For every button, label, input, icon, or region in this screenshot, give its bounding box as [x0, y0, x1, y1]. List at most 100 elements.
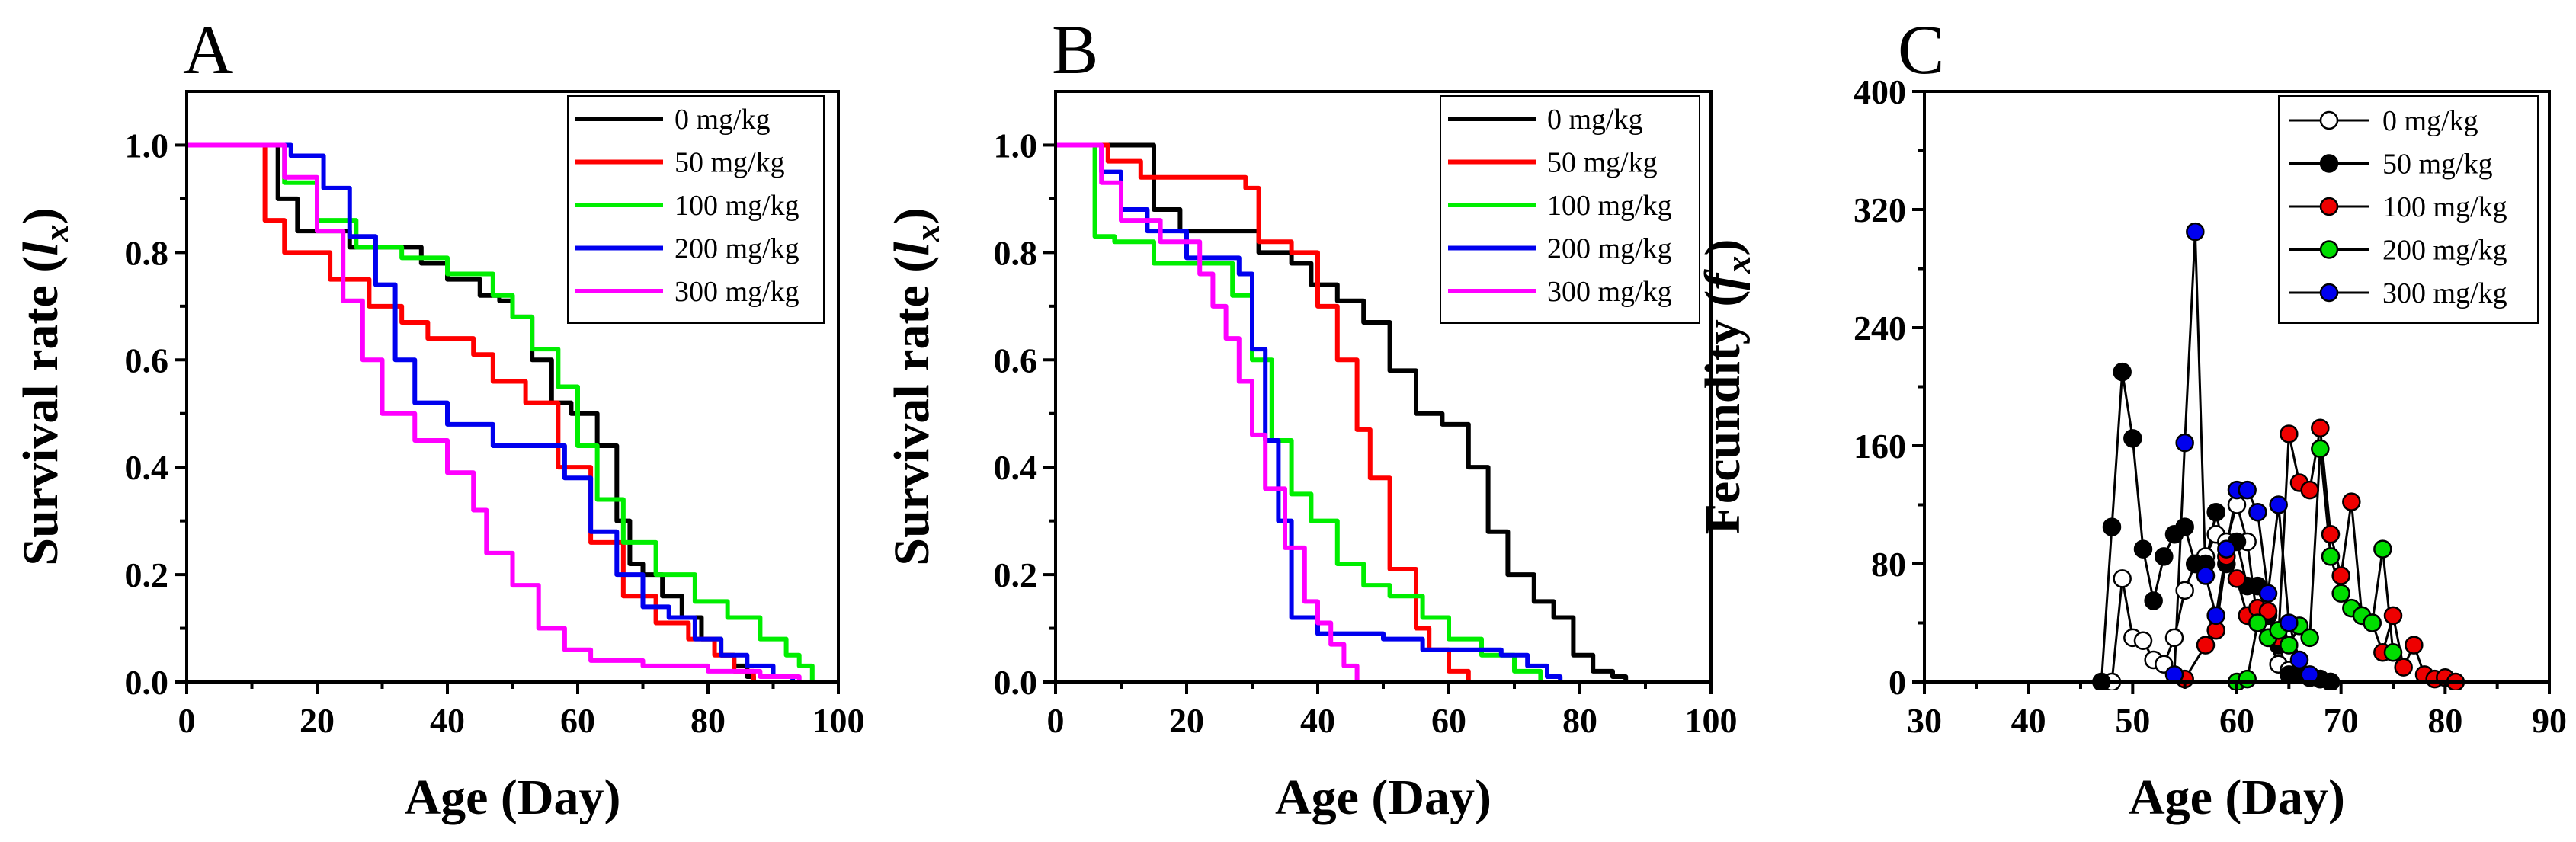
- x-tick-label: 40: [1300, 701, 1335, 740]
- series-line-4: [187, 142, 802, 682]
- data-point: [2155, 547, 2174, 566]
- data-point: [2311, 418, 2330, 437]
- data-point: [2331, 566, 2350, 585]
- data-point: [2321, 547, 2341, 566]
- y-tick-label: 1.0: [125, 126, 169, 165]
- y-tick-label: 1.0: [994, 126, 1038, 165]
- x-tick-label: 0: [1047, 701, 1065, 740]
- legend-label: 100 mg/kg: [1547, 190, 1672, 222]
- legend-label: 0 mg/kg: [2382, 105, 2478, 137]
- data-point: [2123, 429, 2142, 448]
- data-point: [2280, 636, 2299, 655]
- data-point: [2248, 613, 2267, 632]
- x-tick-label: 100: [812, 701, 865, 740]
- y-axis-title-close: ): [13, 207, 69, 224]
- y-tick-label: 0.4: [125, 448, 169, 487]
- x-tick-label: 20: [1169, 701, 1204, 740]
- data-point: [2164, 628, 2184, 648]
- data-point: [2342, 492, 2361, 511]
- series-line-2: [187, 142, 815, 682]
- plot-area: [2092, 222, 2465, 690]
- y-axis-title-close: ): [884, 207, 940, 224]
- data-point: [2133, 539, 2153, 559]
- x-tick-label: 100: [1685, 701, 1738, 740]
- y-axis-title-text: Survival rate (: [13, 256, 69, 566]
- data-point: [2300, 480, 2319, 500]
- legend-label: 0 mg/kg: [1547, 104, 1643, 136]
- data-point: [2405, 636, 2424, 655]
- x-tick-label: 40: [2011, 701, 2046, 740]
- x-tick-label: 40: [430, 701, 465, 740]
- y-tick-label: 0.0: [994, 663, 1038, 702]
- data-point: [2133, 631, 2153, 650]
- panel-letter: C: [1898, 11, 1944, 88]
- data-point: [2227, 569, 2247, 588]
- data-point: [2269, 495, 2288, 514]
- y-tick-label: 0: [1889, 663, 1906, 702]
- data-point: [2175, 433, 2194, 453]
- series-line-0: [1056, 142, 1629, 682]
- data-point: [2394, 658, 2413, 677]
- x-axis-title: Age (Day): [404, 770, 620, 825]
- data-point: [2289, 650, 2309, 670]
- x-tick-label: 70: [2324, 701, 2359, 740]
- legend-label: 200 mg/kg: [1547, 233, 1672, 265]
- y-tick-label: 0.2: [125, 555, 169, 594]
- data-point: [2113, 569, 2132, 588]
- legend-label: 200 mg/kg: [2382, 235, 2507, 267]
- y-tick-label: 0.6: [125, 341, 169, 379]
- legend-box: [1440, 95, 1700, 324]
- legend: 0 mg/kg 50 mg/kg 100 mg/kg 200 mg/kg 300 mg/…: [2278, 95, 2539, 324]
- x-tick-label: 80: [2427, 701, 2462, 740]
- y-tick-label: 0.8: [994, 233, 1038, 272]
- data-point: [2113, 362, 2132, 382]
- series-line-2: [1056, 142, 1543, 682]
- x-tick-label: 90: [2532, 701, 2567, 740]
- y-axis-title-subscript: x: [908, 224, 947, 242]
- series-line-4: [1056, 142, 1360, 682]
- y-tick-label: 240: [1854, 309, 1906, 347]
- y-axis-title-text: Fecundity (: [1695, 290, 1751, 535]
- legend-label: 50 mg/kg: [1547, 147, 1658, 179]
- y-axis-title: Survival rate (lx): [884, 207, 947, 565]
- y-axis-title-subscript: x: [37, 224, 75, 242]
- y-axis-title-variable: l: [13, 242, 69, 256]
- data-point: [2383, 606, 2403, 626]
- legend-label: 100 mg/kg: [674, 190, 799, 222]
- legend: 0 mg/kg 50 mg/kg 100 mg/kg 200 mg/kg 300 mg/…: [567, 95, 825, 324]
- x-axis-title: Age (Day): [2129, 770, 2345, 825]
- data-point: [2280, 424, 2299, 443]
- y-axis-title-close: ): [1695, 239, 1751, 256]
- data-point: [2321, 525, 2341, 544]
- y-tick-label: 0.8: [125, 233, 169, 272]
- data-point: [2206, 606, 2225, 626]
- data-point: [2186, 222, 2205, 242]
- data-point: [2175, 581, 2194, 600]
- legend-label: 300 mg/kg: [674, 276, 799, 308]
- data-point: [2311, 439, 2330, 459]
- legend-marker: [2319, 110, 2339, 130]
- panel-b: B 0 20 40 60 80 100 0.0 0.2 0.4 0.6 0.8 1.0 Age (Day)…: [884, 11, 1738, 825]
- data-point: [2258, 584, 2278, 603]
- y-tick-label: 0.0: [125, 663, 169, 702]
- legend-marker: [2319, 240, 2339, 259]
- legend-label: 50 mg/kg: [2382, 149, 2493, 181]
- legend-marker: [2319, 154, 2339, 173]
- x-tick-label: 30: [1907, 701, 1942, 740]
- legend-marker: [2319, 197, 2339, 216]
- y-axis-title-text: Survival rate (: [884, 256, 940, 566]
- data-point: [2238, 669, 2257, 689]
- y-tick-label: 0.4: [994, 448, 1038, 487]
- legend-label: 300 mg/kg: [1547, 276, 1672, 308]
- y-axis-title: Fecundity (fx): [1695, 239, 1757, 535]
- data-point: [2383, 643, 2403, 662]
- x-tick-label: 50: [2115, 701, 2150, 740]
- data-point: [2373, 539, 2392, 559]
- y-axis-title: Survival rate (lx): [13, 207, 75, 565]
- x-tick-label: 60: [560, 701, 595, 740]
- data-point: [2217, 539, 2236, 559]
- x-axis-title: Age (Day): [1275, 770, 1491, 825]
- x-tick-label: 80: [690, 701, 726, 740]
- data-point: [2175, 517, 2194, 536]
- legend-label: 200 mg/kg: [674, 233, 799, 265]
